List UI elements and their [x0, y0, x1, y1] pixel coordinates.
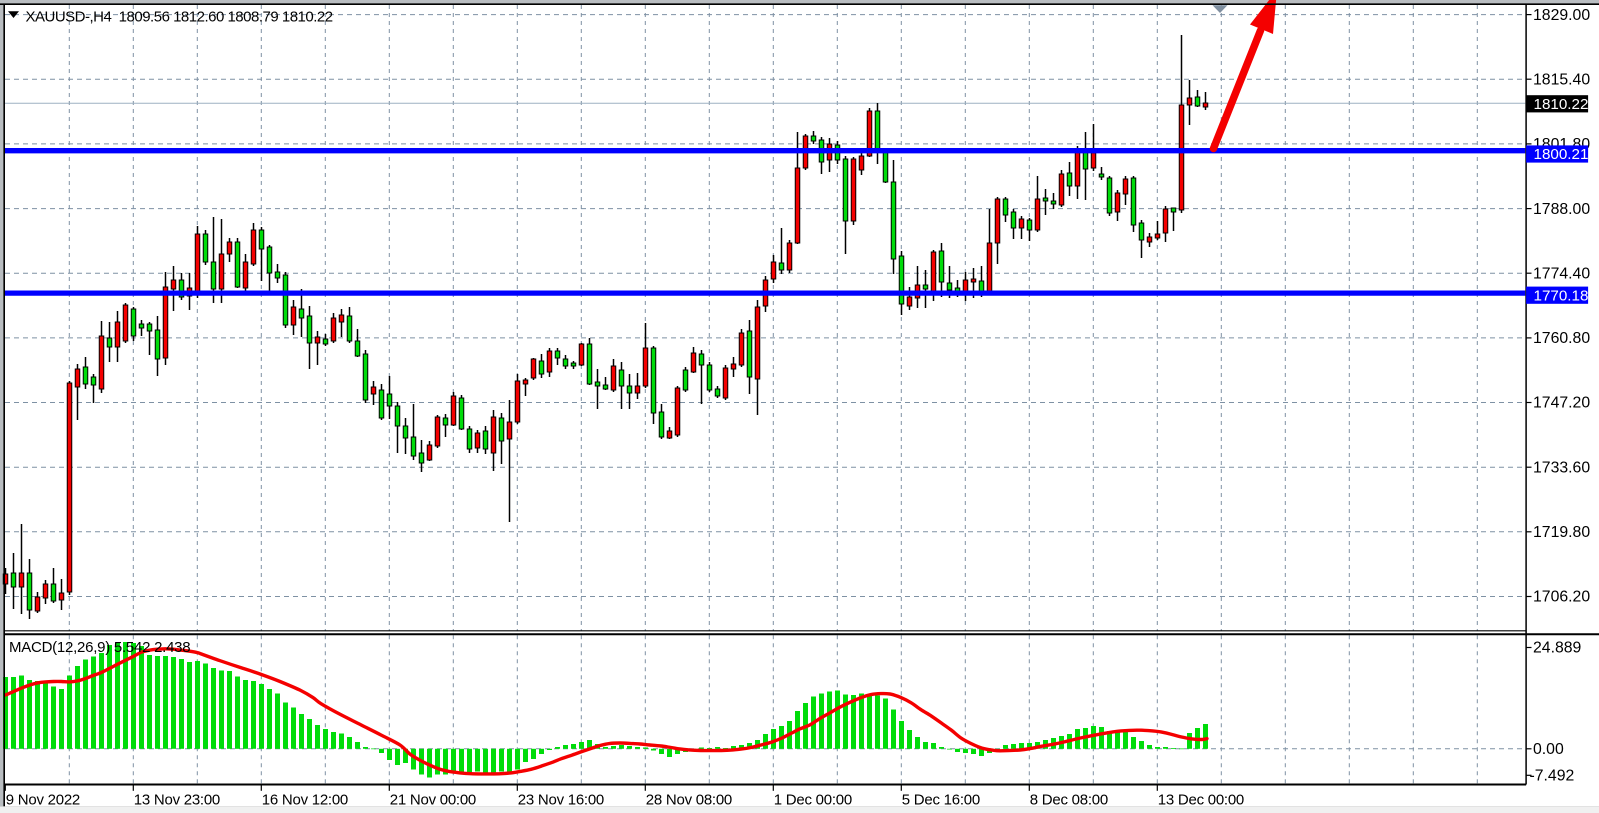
svg-text:1810.22: 1810.22 [1534, 96, 1589, 113]
svg-text:13 Nov 23:00: 13 Nov 23:00 [134, 792, 220, 809]
svg-text:16 Nov 12:00: 16 Nov 12:00 [262, 792, 348, 809]
svg-text:23 Nov 16:00: 23 Nov 16:00 [518, 792, 604, 809]
svg-text:28 Nov 08:00: 28 Nov 08:00 [646, 792, 732, 809]
svg-text:24.889: 24.889 [1533, 640, 1582, 657]
svg-text:21 Nov 00:00: 21 Nov 00:00 [390, 792, 476, 809]
svg-text:1747.20: 1747.20 [1533, 395, 1590, 412]
svg-text:MACD(12,26,9) 5.542 2.438: MACD(12,26,9) 5.542 2.438 [9, 639, 190, 656]
svg-text:XAUUSD-,H4 1809.56 1812.60 18: XAUUSD-,H4 1809.56 1812.60 1808.79 1810.… [26, 8, 333, 25]
svg-text:9 Nov 2022: 9 Nov 2022 [6, 792, 80, 809]
svg-text:1829.00: 1829.00 [1533, 7, 1590, 24]
svg-text:1706.20: 1706.20 [1533, 589, 1590, 606]
svg-text:1815.40: 1815.40 [1533, 72, 1590, 89]
svg-text:1770.18: 1770.18 [1534, 287, 1589, 304]
svg-text:1719.80: 1719.80 [1533, 524, 1590, 541]
svg-text:1760.80: 1760.80 [1533, 330, 1590, 347]
svg-text:13 Dec 00:00: 13 Dec 00:00 [1158, 792, 1244, 809]
svg-text:5 Dec 16:00: 5 Dec 16:00 [902, 792, 980, 809]
svg-text:1733.60: 1733.60 [1533, 459, 1590, 476]
svg-text:8 Dec 08:00: 8 Dec 08:00 [1030, 792, 1108, 809]
svg-text:1 Dec 00:00: 1 Dec 00:00 [774, 792, 852, 809]
svg-text:-7.492: -7.492 [1530, 768, 1575, 785]
svg-text:1774.40: 1774.40 [1533, 265, 1590, 282]
svg-text:1788.00: 1788.00 [1533, 201, 1590, 218]
svg-text:0.00: 0.00 [1533, 741, 1564, 758]
svg-text:1800.21: 1800.21 [1534, 146, 1589, 163]
